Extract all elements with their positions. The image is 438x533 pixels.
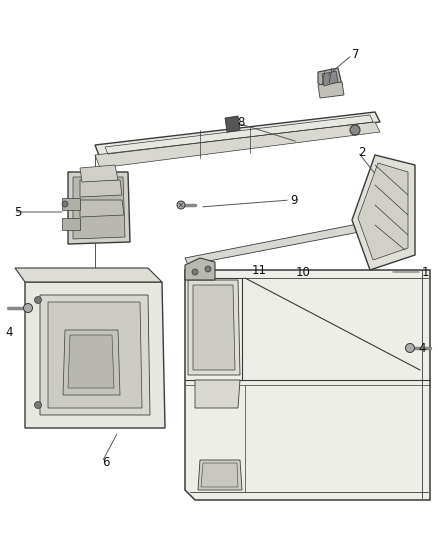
Polygon shape: [322, 71, 338, 86]
Text: 11: 11: [252, 263, 267, 277]
Text: 4: 4: [418, 342, 425, 354]
Polygon shape: [15, 268, 162, 282]
Circle shape: [350, 125, 360, 135]
Text: 5: 5: [14, 206, 21, 219]
Text: 8: 8: [237, 117, 244, 130]
Polygon shape: [63, 330, 120, 395]
Circle shape: [62, 201, 68, 207]
Polygon shape: [188, 280, 240, 375]
Text: 6: 6: [102, 456, 110, 469]
Text: 7: 7: [352, 49, 360, 61]
Polygon shape: [318, 68, 342, 90]
Polygon shape: [68, 172, 130, 244]
Polygon shape: [95, 112, 380, 158]
Polygon shape: [225, 116, 240, 132]
Polygon shape: [62, 198, 80, 210]
Polygon shape: [318, 82, 344, 98]
Circle shape: [177, 201, 185, 209]
Text: 2: 2: [358, 146, 365, 158]
Text: 4: 4: [5, 327, 13, 340]
Polygon shape: [68, 335, 114, 388]
Polygon shape: [62, 218, 80, 230]
Polygon shape: [25, 282, 165, 428]
Polygon shape: [198, 460, 242, 490]
Polygon shape: [201, 463, 238, 487]
Polygon shape: [185, 220, 380, 265]
Circle shape: [35, 296, 42, 303]
Polygon shape: [40, 295, 150, 415]
Text: 10: 10: [296, 265, 311, 279]
Polygon shape: [185, 270, 430, 500]
Polygon shape: [80, 200, 124, 217]
Polygon shape: [352, 155, 415, 270]
Text: 1: 1: [422, 265, 430, 279]
Circle shape: [406, 343, 414, 352]
Circle shape: [35, 401, 42, 408]
Polygon shape: [95, 122, 380, 168]
Polygon shape: [195, 380, 240, 408]
Circle shape: [24, 303, 32, 312]
Text: 9: 9: [290, 193, 297, 206]
Polygon shape: [185, 258, 215, 280]
Polygon shape: [193, 285, 235, 370]
Circle shape: [205, 266, 211, 272]
Polygon shape: [48, 302, 142, 408]
Polygon shape: [358, 163, 408, 260]
Polygon shape: [73, 177, 125, 239]
Polygon shape: [80, 165, 118, 182]
Polygon shape: [80, 180, 122, 197]
Circle shape: [192, 269, 198, 275]
